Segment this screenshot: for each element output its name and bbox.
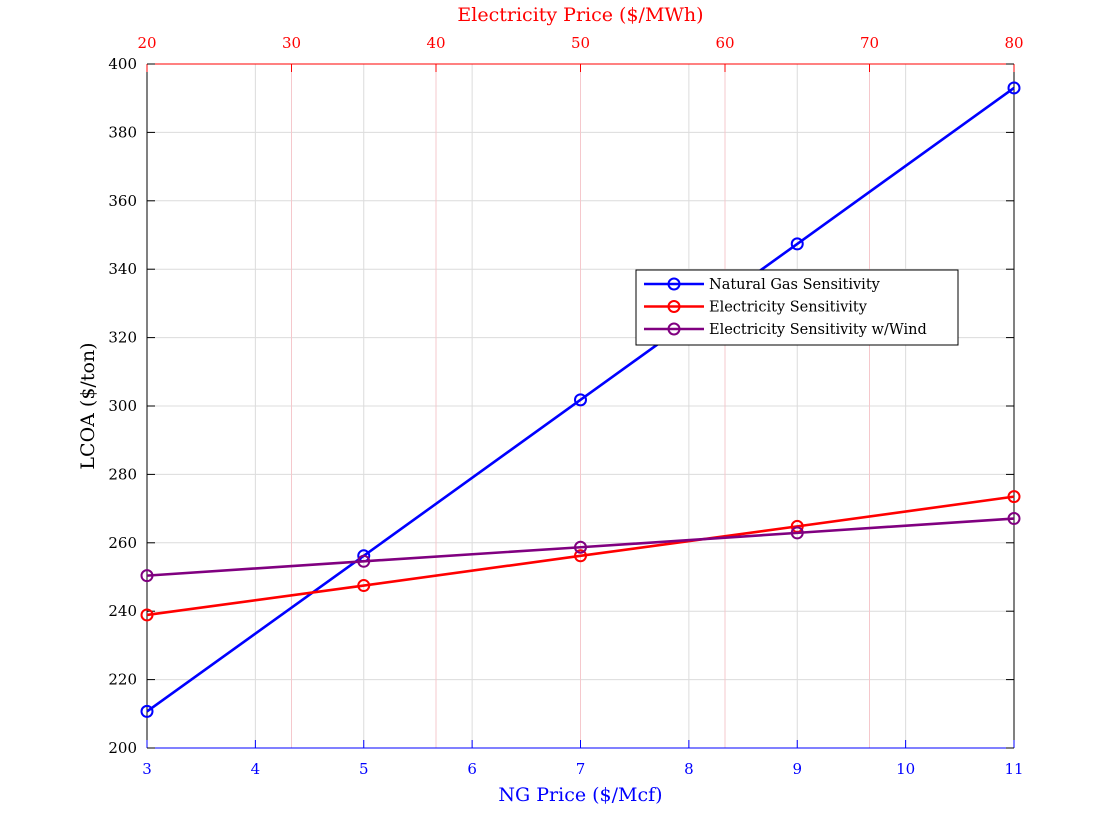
top-x-tick-label: 40 [426,34,445,52]
labels-layer: NG Price ($/Mcf) Electricity Price ($/MW… [77,4,704,806]
legend-swatch-marker [667,277,681,291]
x-tick-label: 11 [1004,760,1023,778]
series-1-point [1007,81,1021,95]
y-tick-label: 320 [108,329,137,347]
top-axis-title: Electricity Price ($/MWh) [457,4,703,26]
y-tick-label: 200 [108,739,137,757]
series-3-point [790,526,804,540]
series-1-point [574,393,587,407]
series-3-point [1007,512,1021,526]
series-2-point [357,579,371,593]
series-line-1 [146,86,1015,713]
top-x-tick-label: 30 [282,34,301,52]
top-x-tick-label: 20 [137,34,156,52]
x-tick-label: 9 [792,760,802,778]
legend-swatch-marker [667,300,681,313]
y-axis-title: LCOA ($/ton) [77,342,99,469]
y-tick-label: 240 [108,602,137,620]
top-x-tick-label: 50 [571,34,590,52]
axes-layer: 3 4 5 6 7 8 9 10 11 20 30 40 50 60 70 80 200 220 240 260 280… [108,34,1023,778]
top-x-tick-label: 80 [1004,34,1023,52]
y-tick-label: 380 [108,123,137,141]
x-tick-label: 7 [576,760,586,778]
legend: Natural Gas Sensitivity Electricity Sensi… [635,269,959,346]
y-tick-label: 360 [108,192,137,210]
top-x-tick-label: 60 [715,34,734,52]
series-3-point [574,540,587,554]
y-tick-label: 400 [108,55,137,73]
x-tick-label: 6 [467,760,477,778]
series-3-point [357,554,371,568]
series-2-point [140,608,154,622]
series-1-point [790,237,804,251]
x-axis-title: NG Price ($/Mcf) [498,784,662,806]
series-line-2 [146,495,1015,617]
y-tick-label: 220 [108,671,137,689]
y-tick-label: 280 [108,465,137,483]
legend-label: Natural Gas Sensitivity [709,277,881,293]
x-tick-label: 3 [142,760,152,778]
x-tick-label: 4 [251,760,261,778]
legend-label: Electricity Sensitivity w/Wind [709,322,927,338]
legend-swatch-marker [667,322,681,336]
top-x-tick-label: 70 [860,34,879,52]
y-tick-label: 260 [108,534,137,552]
series-2-point [574,549,587,563]
series-2-point [1007,490,1021,504]
series-3-point [140,569,154,583]
legend-label: Electricity Sensitivity [709,300,868,316]
x-tick-label: 10 [896,760,915,778]
x-tick-label: 8 [684,760,694,778]
y-tick-label: 300 [108,397,137,415]
x-tick-label: 5 [359,760,369,778]
series-1-point [140,704,154,718]
y-tick-label: 340 [108,260,137,278]
series-line-3 [146,517,1015,577]
series-layer [140,81,1021,718]
